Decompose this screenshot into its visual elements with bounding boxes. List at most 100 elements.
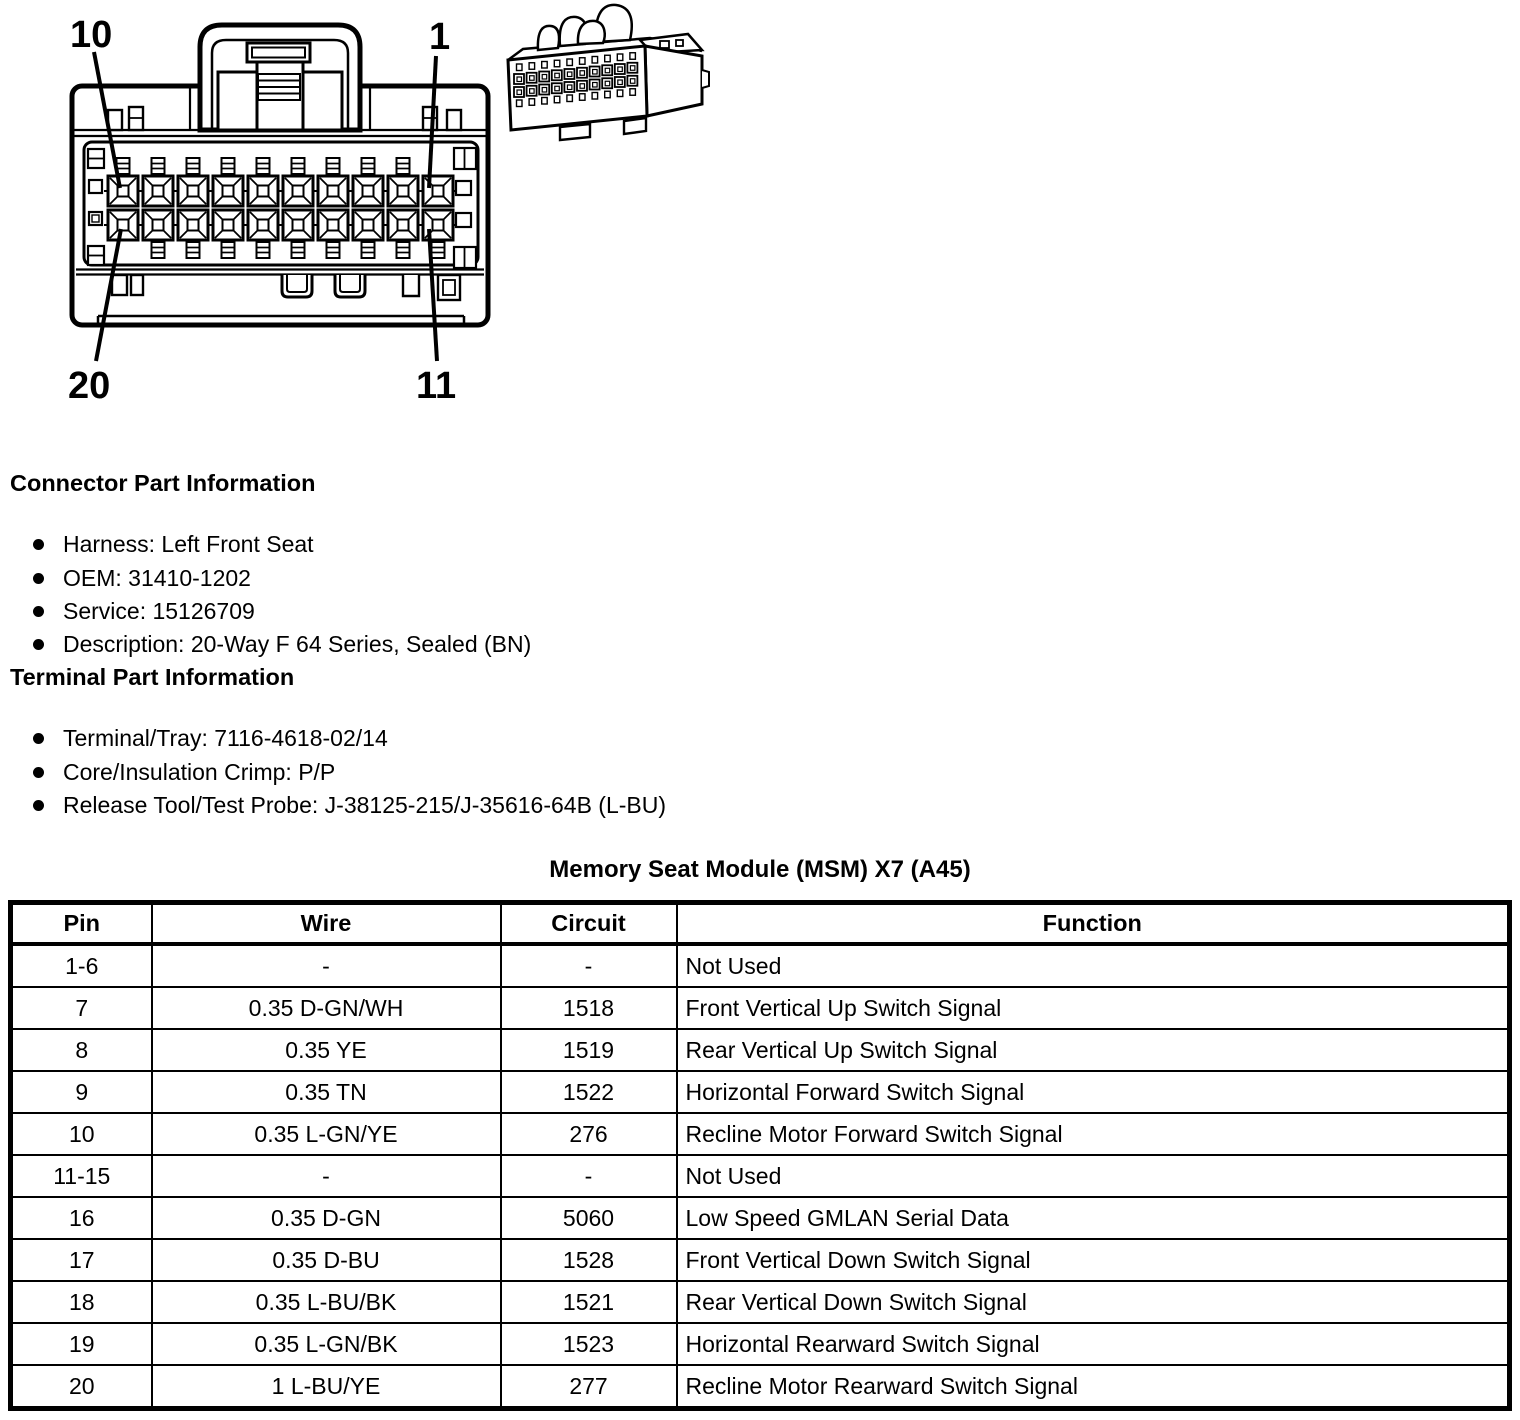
bullet-icon [33,605,44,617]
table-title: Memory Seat Module (MSM) X7 (A45) [549,856,971,883]
cell-wire: 0.35 L-BU/BK [150,1280,502,1324]
cell-wire: 0.35 D-GN/WH [150,986,502,1030]
bullet-item: Release Tool/Test Probe: J-38125-215/J-3… [10,789,666,822]
cell-wire: 0.35 L-GN/YE [150,1112,502,1156]
bullet-item: Core/Insulation Crimp: P/P [10,755,666,788]
table-row: 17 0.35 D-BU 1528 Front Vertical Down Switc… [9,1238,1511,1282]
pinout-table-body: 1-6- - Not Used 7 0.35 D-GN/WH 1518 Front Vert… [9,943,1511,1410]
connector-part-information-section: Connector Part Information Harness: Left… [10,470,531,662]
bullet-text: Service: 15126709 [63,597,255,624]
connector-info-list: Harness: Left Front Seat OEM: 31410-1202 S… [10,528,531,662]
connector-front-view-diagram [69,22,491,328]
column-header-wire: Wire [150,901,502,946]
cell-circuit: 277 [499,1364,678,1410]
cell-wire: 0.35 L-GN/BK [150,1322,502,1366]
table-row: 18 0.35 L-BU/BK 1521 Rear Vertical Down Swi… [9,1280,1511,1324]
connector-diagram: 10 1 20 11 [68,3,710,407]
cell-pin: 9 [9,1070,153,1114]
cell-circuit: 1518 [499,986,678,1030]
cell-wire: - [150,1154,502,1198]
bullet-text: Description: 20-Way F 64 Series, Sealed … [63,631,532,658]
bullet-text: Release Tool/Test Probe: J-38125-215/J-3… [63,791,667,818]
latch [197,22,363,133]
bullet-item: OEM: 31410-1202 [10,561,531,594]
cell-pin: 8 [9,1028,153,1072]
cell-pin: 18 [9,1280,153,1324]
cell-pin: 16 [9,1196,153,1240]
cell-pin: 10 [9,1112,153,1156]
cell-pin: 20 [9,1364,153,1410]
bullet-item: Description: 20-Way F 64 Series, Sealed … [10,628,531,661]
bullet-item: Service: 15126709 [10,595,531,628]
table-header-row: Pin Wire Circuit Function [9,901,1511,946]
bullet-icon [33,799,44,811]
table-row: 11-15- - Not Used [9,1154,1511,1198]
cell-function: Low Speed GMLAN Serial Data [675,1196,1511,1240]
column-header-circuit: Circuit [499,901,678,946]
cell-circuit: 5060 [499,1196,678,1240]
connector-info-heading: Connector Part Information [10,470,316,496]
table-row: 7 0.35 D-GN/WH 1518 Front Vertical Up Switc… [9,986,1511,1030]
bullet-text: Core/Insulation Crimp: P/P [63,758,336,785]
cell-circuit: - [499,1154,678,1198]
cell-function: Not Used [675,1154,1511,1198]
cell-function: Rear Vertical Up Switch Signal [675,1028,1511,1072]
bullet-item: Terminal/Tray: 7116-4618-02/14 [10,722,666,755]
bullet-icon [33,539,44,551]
cell-wire: 0.35 YE [150,1028,502,1072]
cell-pin: 1-6 [9,943,153,988]
cell-function: Recline Motor Forward Switch Signal [675,1112,1511,1156]
pin-label-top-left: 10 [70,14,112,56]
leader-lines [92,51,439,362]
cell-function: Horizontal Forward Switch Signal [675,1070,1511,1114]
bullet-text: Terminal/Tray: 7116-4618-02/14 [63,725,388,752]
pin-label-bottom-right: 11 [416,365,456,407]
terminal-cavity-grid [106,157,455,259]
table-row: 16 0.35 D-GN 5060 Low Speed GMLAN Serial Da… [9,1196,1511,1240]
connector-3d-view-diagram [506,3,710,142]
column-header-function: Function [675,901,1511,946]
cell-function: Rear Vertical Down Switch Signal [675,1280,1511,1324]
table-row: 1-6- - Not Used [9,943,1511,988]
cell-wire: 1 L-BU/YE [150,1364,502,1410]
table-row: 9 0.35 TN 1522 Horizontal Forward Switch Si… [9,1070,1511,1114]
pin-face-grid [513,52,639,108]
cell-circuit: 1523 [499,1322,678,1366]
cell-function: Recline Motor Rearward Switch Signal [675,1364,1511,1410]
cell-wire: - [150,943,502,988]
cell-function: Horizontal Rearward Switch Signal [675,1322,1511,1366]
terminal-info-list: Terminal/Tray: 7116-4618-02/14 Core/Insul… [10,722,666,822]
cell-pin: 17 [9,1238,153,1282]
cell-wire: 0.35 D-GN [150,1196,502,1240]
table-row: 8 0.35 YE 1519 Rear Vertical Up Switch Sign… [9,1028,1511,1072]
bullet-item: Harness: Left Front Seat [10,528,531,561]
pinout-table: Pin Wire Circuit Function 1-6- - Not Used 7… [8,900,1512,1411]
bullet-text: OEM: 31410-1202 [63,564,251,591]
table-row: 20 1 L-BU/YE 277 Recline Motor Rearward Swi… [9,1364,1511,1410]
pin-label-top-right: 1 [429,16,450,58]
bullet-icon [33,766,44,778]
bullet-icon [33,733,44,745]
cell-function: Not Used [675,943,1511,988]
keying-features [86,146,478,270]
cell-pin: 19 [9,1322,153,1366]
table-row: 19 0.35 L-GN/BK 1523 Horizontal Rearward Sw… [9,1322,1511,1366]
cell-circuit: 276 [499,1112,678,1156]
bullet-icon [33,639,44,651]
column-header-pin: Pin [9,901,153,946]
terminal-info-heading: Terminal Part Information [10,664,295,690]
cell-pin: 7 [9,986,153,1030]
cell-circuit: 1522 [499,1070,678,1114]
cell-function: Front Vertical Down Switch Signal [675,1238,1511,1282]
table-row: 10 0.35 L-GN/YE 276 Recline Motor Forward S… [9,1112,1511,1156]
bullet-icon [33,572,44,584]
cell-circuit: 1528 [499,1238,678,1282]
cell-wire: 0.35 TN [150,1070,502,1114]
cell-circuit: 1521 [499,1280,678,1324]
cell-circuit: 1519 [499,1028,678,1072]
bullet-text: Harness: Left Front Seat [63,531,314,558]
terminal-part-information-section: Terminal Part Information Terminal/Tray:… [10,664,666,822]
cell-function: Front Vertical Up Switch Signal [675,986,1511,1030]
pin-label-bottom-left: 20 [68,365,110,407]
